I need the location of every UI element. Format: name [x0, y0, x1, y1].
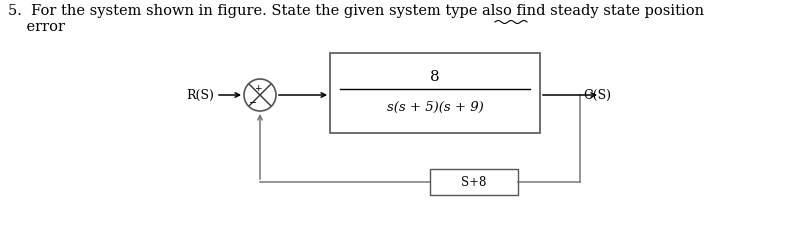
Bar	[330, 53, 540, 133]
Text: 5.  For the system shown in figure. State the given system type also find steady: 5. For the system shown in figure. State…	[8, 4, 704, 18]
Text: +: +	[254, 84, 262, 93]
Text: S+8: S+8	[461, 175, 487, 189]
Text: R(S): R(S)	[186, 88, 214, 102]
Text: −: −	[248, 98, 257, 108]
Text: error: error	[8, 20, 65, 34]
Text: C(S): C(S)	[583, 88, 611, 102]
Bar	[430, 169, 518, 195]
Text: 8: 8	[430, 70, 440, 84]
Text: s(s + 5)(s + 9): s(s + 5)(s + 9)	[387, 101, 483, 113]
